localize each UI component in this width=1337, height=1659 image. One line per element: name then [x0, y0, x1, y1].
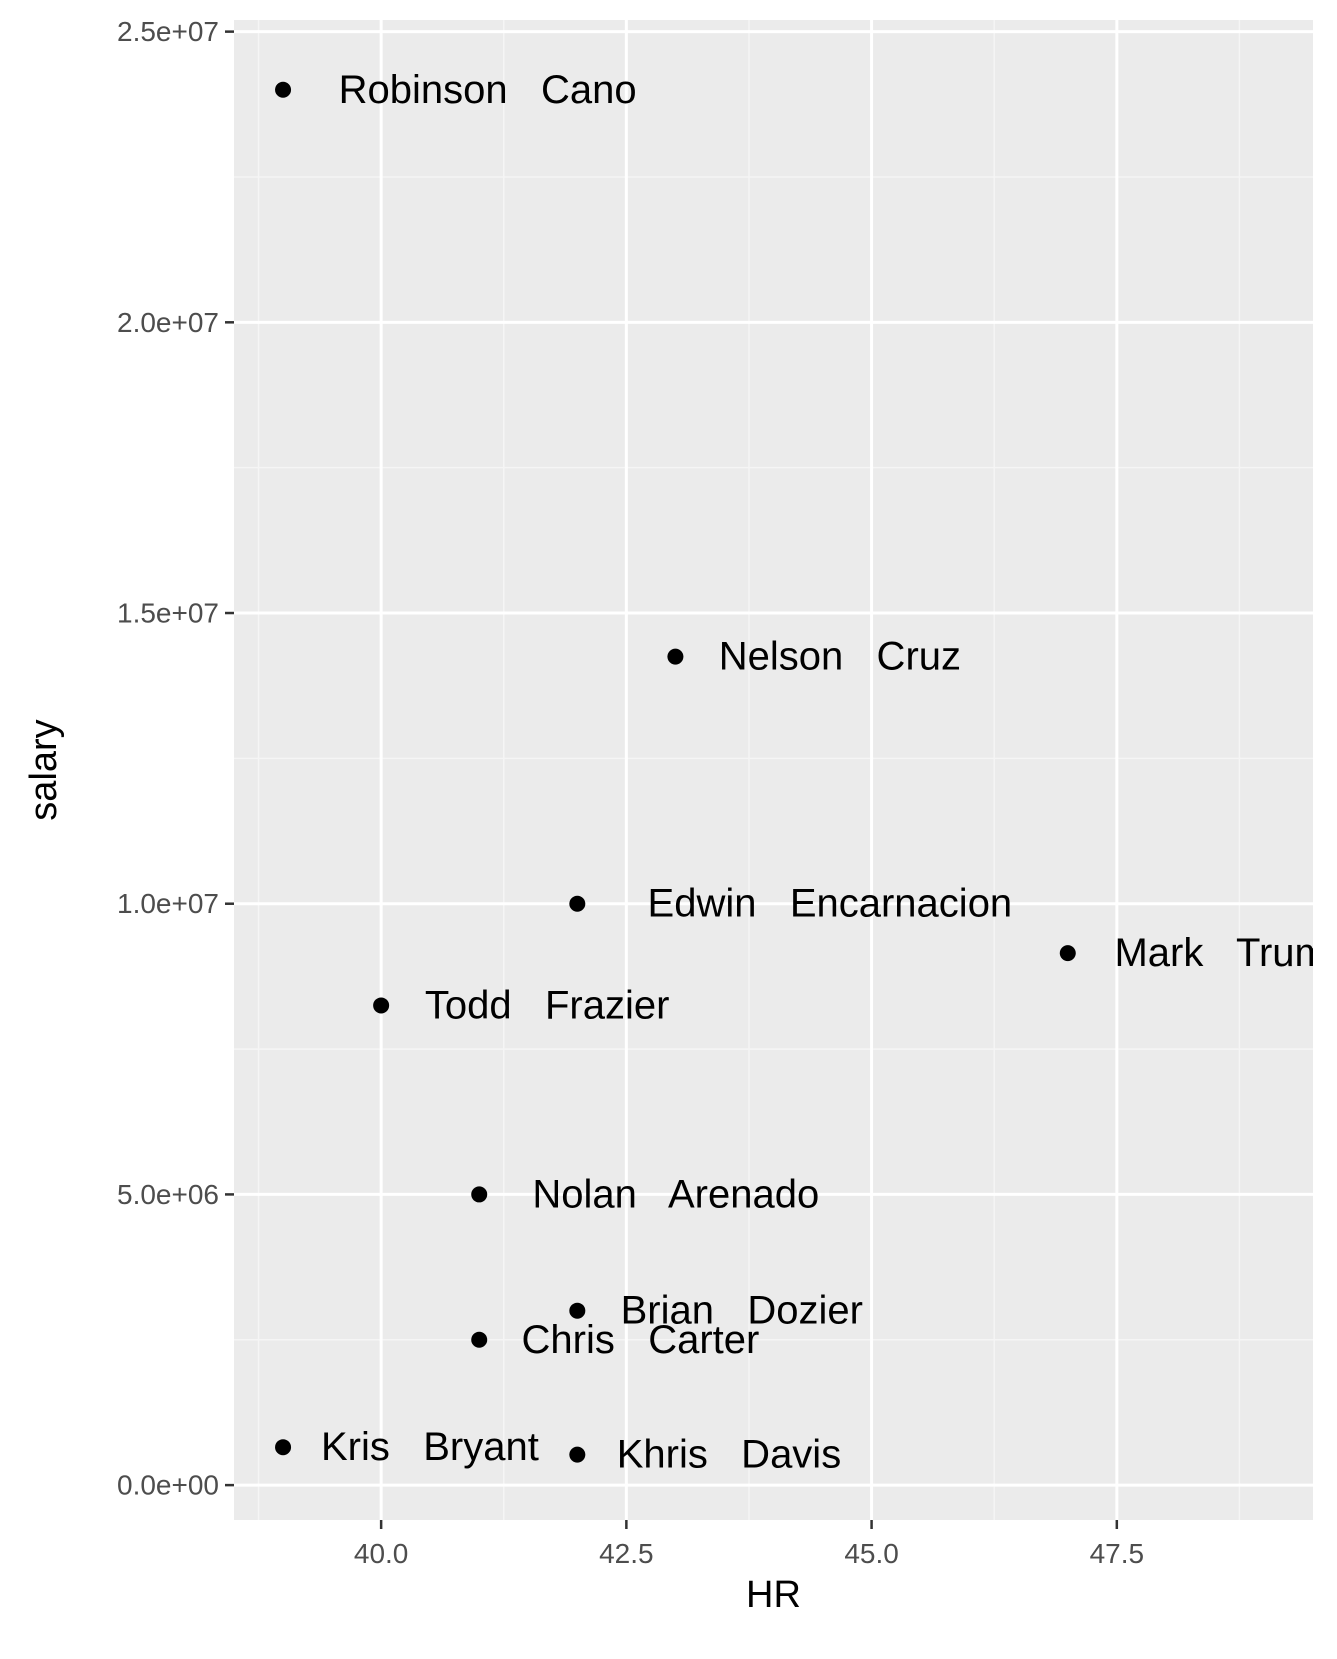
data-point	[373, 997, 390, 1014]
x-tick-label: 40.0	[354, 1538, 409, 1569]
y-axis: 0.0e+00 5.0e+06 1.0e+07 1.5e+07 2.0e+07 2.5e+…	[117, 16, 234, 1501]
plot-panel	[234, 20, 1313, 1520]
point-label: Robinson Cano	[339, 68, 637, 112]
data-point	[471, 1331, 488, 1348]
x-tick-label: 42.5	[599, 1538, 654, 1569]
point-label: Brian Dozier	[621, 1289, 863, 1333]
y-tick-label: 5.0e+06	[117, 1179, 219, 1210]
data-point	[569, 1302, 586, 1319]
point-label: Edwin Encarnacion	[648, 882, 1013, 926]
data-point	[275, 81, 292, 98]
y-tick-label: 0.0e+00	[117, 1470, 219, 1501]
data-point	[1059, 945, 1076, 962]
point-label: Nolan Arenado	[532, 1172, 819, 1216]
data-point	[471, 1186, 488, 1203]
x-tick-label: 45.0	[844, 1538, 899, 1569]
y-tick-label: 2.5e+07	[117, 16, 219, 47]
y-axis-title: salary	[23, 719, 65, 820]
point-label: Kris Bryant	[321, 1425, 539, 1469]
y-tick-label: 1.5e+07	[117, 598, 219, 629]
data-point	[569, 1446, 586, 1463]
point-label: Chris Carter	[522, 1318, 760, 1362]
minor-gridlines	[234, 20, 1313, 1520]
y-tick-label: 2.0e+07	[117, 307, 219, 338]
x-axis-title: HR	[746, 1574, 801, 1616]
x-axis: 40.0 42.5 45.0 47.5	[354, 1520, 1144, 1569]
x-tick-label: 47.5	[1090, 1538, 1145, 1569]
data-point	[569, 895, 586, 912]
y-tick-label: 1.0e+07	[117, 888, 219, 919]
data-point	[667, 648, 684, 665]
point-label: Khris Davis	[617, 1433, 842, 1477]
point-labels: Robinson Cano Nelson Cruz Edwin Encarnacio…	[321, 68, 1337, 1477]
point-label: Mark Trumbo	[1114, 931, 1337, 975]
data-point	[275, 1439, 292, 1456]
point-label: Todd Frazier	[425, 983, 670, 1027]
major-gridlines	[234, 20, 1313, 1520]
data-points	[275, 81, 1076, 1463]
point-label: Nelson Cruz	[719, 635, 961, 679]
